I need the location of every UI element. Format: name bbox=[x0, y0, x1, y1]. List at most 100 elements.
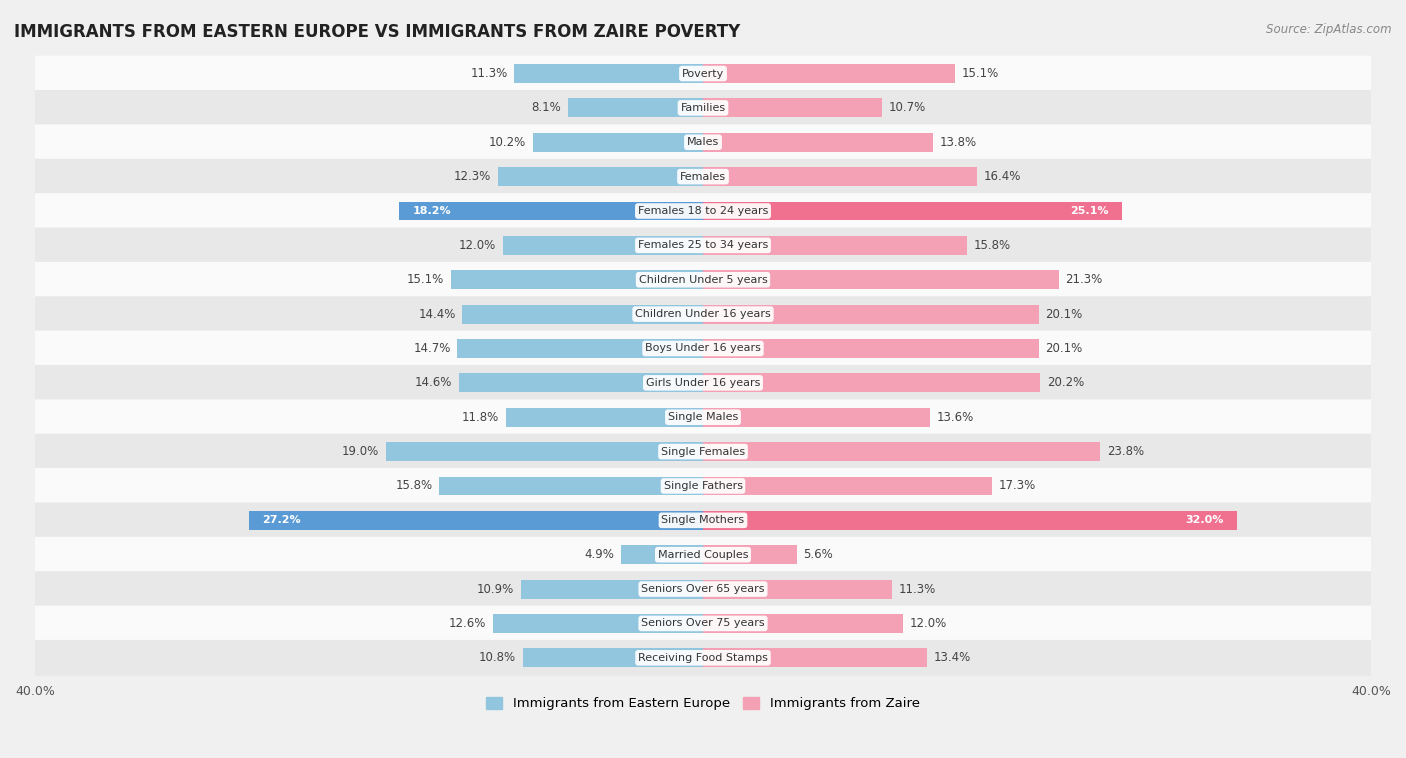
Bar bbox=[703, 271, 1059, 290]
Text: 13.4%: 13.4% bbox=[934, 651, 970, 664]
FancyBboxPatch shape bbox=[35, 399, 1371, 435]
Text: Single Mothers: Single Mothers bbox=[661, 515, 745, 525]
Bar bbox=[703, 236, 967, 255]
FancyBboxPatch shape bbox=[35, 606, 1371, 641]
Text: 10.9%: 10.9% bbox=[477, 583, 515, 596]
Bar bbox=[703, 511, 1237, 530]
FancyBboxPatch shape bbox=[35, 55, 1371, 92]
Bar bbox=[533, 133, 703, 152]
Bar bbox=[703, 545, 797, 564]
Text: 15.8%: 15.8% bbox=[973, 239, 1011, 252]
Text: Males: Males bbox=[688, 137, 718, 147]
Text: Children Under 5 years: Children Under 5 years bbox=[638, 274, 768, 285]
Bar bbox=[385, 442, 703, 461]
Text: 14.6%: 14.6% bbox=[415, 376, 453, 390]
Bar bbox=[703, 64, 955, 83]
Bar bbox=[703, 477, 993, 496]
Text: Single Females: Single Females bbox=[661, 446, 745, 456]
Bar bbox=[523, 648, 703, 667]
Bar bbox=[703, 408, 931, 427]
Text: 10.2%: 10.2% bbox=[489, 136, 526, 149]
Text: Seniors Over 75 years: Seniors Over 75 years bbox=[641, 619, 765, 628]
Bar bbox=[249, 511, 703, 530]
FancyBboxPatch shape bbox=[35, 434, 1371, 469]
Text: IMMIGRANTS FROM EASTERN EUROPE VS IMMIGRANTS FROM ZAIRE POVERTY: IMMIGRANTS FROM EASTERN EUROPE VS IMMIGR… bbox=[14, 23, 741, 41]
FancyBboxPatch shape bbox=[35, 640, 1371, 675]
Bar bbox=[703, 99, 882, 117]
Text: 18.2%: 18.2% bbox=[412, 206, 451, 216]
Text: 8.1%: 8.1% bbox=[531, 102, 561, 114]
Bar bbox=[439, 477, 703, 496]
Text: Females 25 to 34 years: Females 25 to 34 years bbox=[638, 240, 768, 250]
FancyBboxPatch shape bbox=[35, 468, 1371, 504]
Text: 16.4%: 16.4% bbox=[984, 170, 1021, 183]
Text: 13.8%: 13.8% bbox=[941, 136, 977, 149]
Text: Poverty: Poverty bbox=[682, 68, 724, 79]
Text: Boys Under 16 years: Boys Under 16 years bbox=[645, 343, 761, 353]
FancyBboxPatch shape bbox=[35, 572, 1371, 607]
Bar bbox=[703, 133, 934, 152]
Bar bbox=[502, 236, 703, 255]
Text: Married Couples: Married Couples bbox=[658, 550, 748, 559]
Bar bbox=[460, 374, 703, 393]
FancyBboxPatch shape bbox=[35, 227, 1371, 263]
Text: 5.6%: 5.6% bbox=[803, 548, 832, 561]
FancyBboxPatch shape bbox=[35, 193, 1371, 229]
Bar bbox=[703, 648, 927, 667]
FancyBboxPatch shape bbox=[35, 330, 1371, 366]
Text: 12.0%: 12.0% bbox=[458, 239, 496, 252]
Text: Single Fathers: Single Fathers bbox=[664, 481, 742, 491]
Text: 11.8%: 11.8% bbox=[463, 411, 499, 424]
Text: 20.2%: 20.2% bbox=[1047, 376, 1084, 390]
Text: 23.8%: 23.8% bbox=[1107, 445, 1144, 458]
Text: 11.3%: 11.3% bbox=[471, 67, 508, 80]
Text: Source: ZipAtlas.com: Source: ZipAtlas.com bbox=[1267, 23, 1392, 36]
Text: 13.6%: 13.6% bbox=[936, 411, 974, 424]
Text: Receiving Food Stamps: Receiving Food Stamps bbox=[638, 653, 768, 662]
Bar bbox=[498, 168, 703, 186]
Bar bbox=[399, 202, 703, 221]
FancyBboxPatch shape bbox=[35, 503, 1371, 538]
FancyBboxPatch shape bbox=[35, 124, 1371, 160]
Bar bbox=[463, 305, 703, 324]
Bar bbox=[451, 271, 703, 290]
Bar bbox=[703, 339, 1039, 358]
Text: 11.3%: 11.3% bbox=[898, 583, 935, 596]
Text: Girls Under 16 years: Girls Under 16 years bbox=[645, 377, 761, 388]
FancyBboxPatch shape bbox=[35, 537, 1371, 572]
Text: 21.3%: 21.3% bbox=[1066, 273, 1102, 287]
Text: Single Males: Single Males bbox=[668, 412, 738, 422]
Text: Families: Families bbox=[681, 103, 725, 113]
Text: 15.1%: 15.1% bbox=[962, 67, 1000, 80]
Bar bbox=[703, 614, 904, 633]
Text: 14.4%: 14.4% bbox=[419, 308, 456, 321]
Text: 10.8%: 10.8% bbox=[479, 651, 516, 664]
Text: Seniors Over 65 years: Seniors Over 65 years bbox=[641, 584, 765, 594]
Text: 15.8%: 15.8% bbox=[395, 480, 433, 493]
Bar bbox=[703, 168, 977, 186]
Bar bbox=[522, 580, 703, 599]
Text: 20.1%: 20.1% bbox=[1046, 342, 1083, 355]
Text: 15.1%: 15.1% bbox=[406, 273, 444, 287]
Bar bbox=[621, 545, 703, 564]
Text: 32.0%: 32.0% bbox=[1185, 515, 1225, 525]
FancyBboxPatch shape bbox=[35, 158, 1371, 195]
Text: Children Under 16 years: Children Under 16 years bbox=[636, 309, 770, 319]
Text: 4.9%: 4.9% bbox=[585, 548, 614, 561]
Bar bbox=[703, 305, 1039, 324]
FancyBboxPatch shape bbox=[35, 296, 1371, 332]
Text: 12.6%: 12.6% bbox=[449, 617, 486, 630]
Bar bbox=[703, 442, 1101, 461]
FancyBboxPatch shape bbox=[35, 365, 1371, 401]
Text: 12.3%: 12.3% bbox=[454, 170, 491, 183]
Text: 25.1%: 25.1% bbox=[1070, 206, 1109, 216]
FancyBboxPatch shape bbox=[35, 90, 1371, 126]
Text: 20.1%: 20.1% bbox=[1046, 308, 1083, 321]
Text: 27.2%: 27.2% bbox=[262, 515, 301, 525]
Text: 14.7%: 14.7% bbox=[413, 342, 451, 355]
Bar bbox=[703, 374, 1040, 393]
Text: Females 18 to 24 years: Females 18 to 24 years bbox=[638, 206, 768, 216]
Bar bbox=[703, 580, 891, 599]
Text: 19.0%: 19.0% bbox=[342, 445, 380, 458]
Bar bbox=[703, 202, 1122, 221]
